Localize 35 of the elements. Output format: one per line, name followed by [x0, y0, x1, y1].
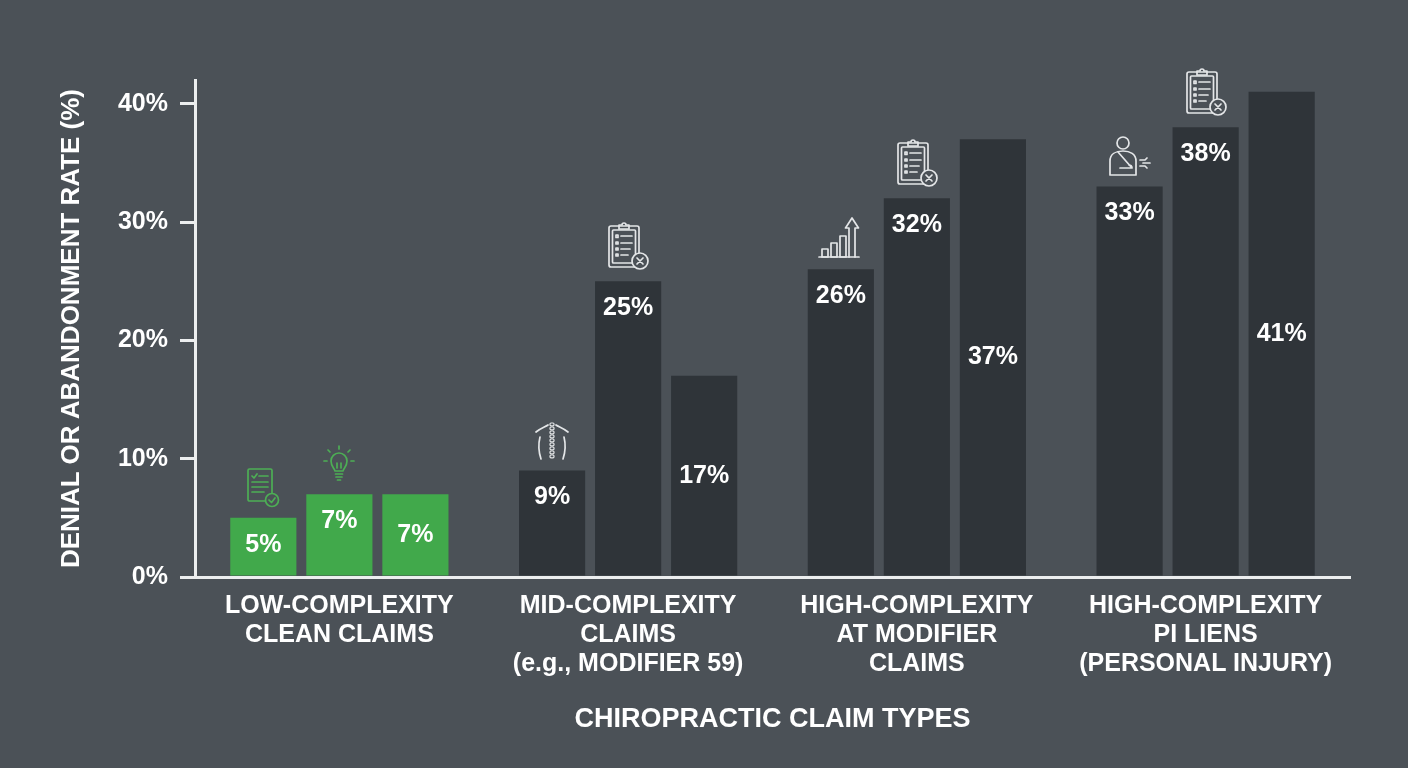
bar — [1248, 91, 1315, 576]
bar — [959, 139, 1026, 576]
x-tick-label: HIGH-COMPLEXITY PI LIENS (PERSONAL INJURY) — [1079, 590, 1333, 677]
data-label: 7% — [321, 505, 358, 534]
bar — [230, 517, 297, 576]
bar — [883, 198, 950, 576]
data-label: 5% — [245, 528, 282, 557]
data-label: 25% — [603, 292, 654, 321]
bar — [1172, 127, 1239, 576]
bar — [382, 494, 449, 576]
bar — [306, 494, 373, 576]
data-label: 7% — [397, 518, 434, 547]
data-label: 37% — [967, 341, 1018, 370]
bar — [807, 269, 874, 576]
y-tick-label: 10% — [117, 442, 168, 471]
y-axis-title: DENIAL OR ABANDONMENT RATE (%) — [54, 88, 85, 569]
x-tick-label: HIGH-COMPLEXITY AT MODIFIER CLAIMS — [800, 590, 1034, 677]
data-label: 17% — [679, 459, 730, 488]
data-label: 26% — [815, 280, 866, 309]
bar — [671, 375, 738, 576]
y-tick-label: 40% — [117, 87, 168, 116]
data-label: 41% — [1256, 317, 1307, 346]
y-tick-label: 0% — [131, 560, 168, 589]
data-label: 9% — [534, 481, 571, 510]
data-label: 33% — [1104, 197, 1155, 226]
bar — [1096, 186, 1163, 576]
y-tick-label: 30% — [117, 205, 168, 234]
y-tick-label: 20% — [117, 324, 168, 353]
x-axis-title: CHIROPRACTIC CLAIM TYPES — [574, 703, 971, 734]
x-tick-label: LOW-COMPLEXITY CLEAN CLAIMS — [225, 590, 455, 648]
data-label: 38% — [1180, 138, 1231, 167]
bar — [519, 470, 586, 576]
bar — [595, 281, 662, 576]
x-tick-label: MID-COMPLEXITY CLAIMS (e.g., MODIFIER 59) — [512, 590, 744, 677]
data-label: 32% — [891, 209, 942, 238]
